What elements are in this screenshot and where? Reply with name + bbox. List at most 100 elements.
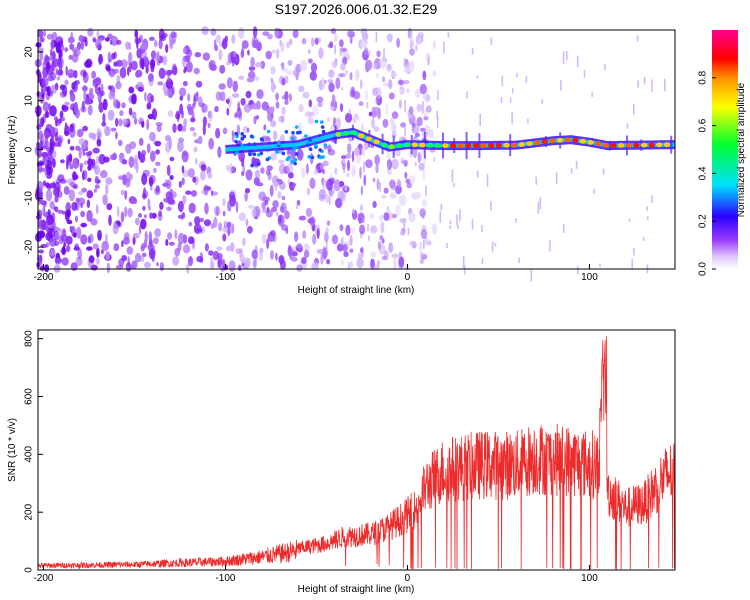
spectrogram-streak [476, 170, 479, 178]
spectrogram-noise-blob [272, 130, 278, 141]
spectrogram-noise-blob [175, 110, 181, 116]
spectrogram-noise-blob [270, 81, 276, 93]
spectrogram-noise-blob [151, 212, 157, 219]
spectrogram-noise-blob [426, 94, 431, 102]
spectrogram-noise-blob [177, 232, 185, 245]
spectrogram-noise-blob [217, 146, 222, 159]
spectrogram-noise-blob [432, 70, 437, 77]
spectrogram-noise-blob [169, 156, 175, 162]
spectrogram-noise-blob [245, 169, 253, 181]
spectrogram-noise-blob [86, 199, 91, 209]
spectrogram-noise-blob [346, 172, 350, 177]
spectrogram-noise-blob [49, 90, 53, 97]
spectrogram-noise-blob [81, 187, 88, 193]
spectrogram-noise-blob [82, 125, 88, 132]
spectrogram-noise-blob [194, 228, 203, 233]
spectrogram-noise-blob [399, 86, 405, 95]
spectrogram-noise-blob [59, 110, 64, 119]
spectrogram-ridge-peak [595, 141, 602, 147]
spectrogram-noise-blob [431, 223, 438, 235]
spectrogram-noise-blob [334, 167, 338, 176]
spectrogram-streak [443, 41, 445, 54]
spectrogram-noise-blob [302, 91, 310, 99]
spectrogram-noise-blob [386, 33, 393, 42]
spectrogram-noise-blob [190, 117, 196, 123]
spectrogram-noise-blob [61, 257, 69, 266]
spectrogram-noise-blob [311, 262, 319, 270]
spectrogram-noise-blob [213, 216, 218, 228]
spectrogram-noise-blob [363, 47, 369, 56]
spectrogram-noise-blob [144, 261, 151, 269]
spectrogram-noise-blob [96, 128, 102, 140]
spectrogram-noise-blob [419, 208, 427, 218]
spectrogram-streak [403, 58, 406, 67]
spectrogram-noise-blob [128, 173, 134, 181]
spectrogram-streak [511, 87, 514, 94]
spectrogram-streak [515, 218, 517, 223]
spectrogram-streak [422, 101, 424, 114]
spectrogram-noise-blob [254, 169, 261, 179]
spectrogram-ridge-peak [411, 142, 418, 148]
spectrogram-noise-blob [148, 174, 156, 185]
spectrogram-noise-blob [115, 117, 119, 127]
spectrogram-noise-blob [112, 91, 116, 101]
spectrogram-noise-blob [159, 201, 164, 210]
spectrogram-ridge-peak [564, 137, 571, 143]
spectrogram-onset-blob [318, 155, 323, 160]
spectrogram-noise-blob [87, 104, 93, 116]
spectrogram-noise-blob [388, 92, 395, 100]
spectrogram-noise-blob [200, 217, 204, 223]
spectrogram-noise-blob [354, 113, 358, 119]
spectrogram-noise-blob [265, 50, 272, 60]
spectrogram-noise-blob [131, 260, 138, 269]
spectrogram-noise-blob [187, 236, 195, 245]
spectrogram-noise-blob [100, 83, 104, 93]
spectrogram-noise-blob [215, 34, 222, 43]
spectrogram-noise-blob [343, 251, 349, 258]
spectrogram-noise-blob [269, 184, 274, 197]
spectrogram-noise-blob [41, 151, 49, 158]
spectrogram-streak [647, 216, 649, 220]
spectrogram-noise-blob [87, 177, 92, 182]
spectrogram-noise-blob [75, 256, 83, 267]
spectrogram-streak [425, 185, 427, 196]
spectrogram-noise-blob [316, 249, 324, 254]
spectrogram-noise-blob [113, 98, 120, 109]
spectrogram-noise-blob [154, 140, 162, 147]
spectrogram-noise-blob [279, 39, 283, 47]
spectrogram-noise-blob [350, 261, 354, 268]
spectrogram-noise-blob [204, 243, 209, 252]
spectrogram-noise-blob [50, 39, 55, 50]
spectrogram-noise-blob [248, 71, 256, 80]
spectrogram-streak [570, 168, 573, 174]
spectrogram-noise-blob [409, 39, 414, 50]
spectrogram-noise-blob [390, 117, 395, 125]
spectrogram-noise-blob [352, 91, 361, 100]
spectrogram-noise-blob [36, 124, 42, 131]
spectrogram-x-tick-label: -200 [33, 272, 53, 283]
spectrogram-noise-blob [251, 208, 257, 218]
spectrogram-noise-blob [38, 190, 44, 199]
spectrogram-noise-blob [232, 80, 238, 93]
spectrogram-noise-blob [91, 218, 95, 226]
spectrogram-noise-blob [389, 180, 397, 191]
spectrogram-noise-blob [326, 258, 331, 265]
spectrogram-noise-blob [44, 140, 48, 149]
spectrogram-streak [363, 161, 365, 173]
spectrogram-streak [375, 31, 378, 43]
spectrogram-noise-blob [321, 77, 325, 84]
spectrogram-noise-blob [271, 49, 276, 54]
spectrogram-ridge-peak [579, 138, 587, 144]
snr-y-tick-label: 400 [24, 446, 35, 463]
spectrogram-noise-blob [67, 36, 75, 44]
spectrogram-noise-blob [328, 69, 335, 78]
spectrogram-ridge-peak [465, 143, 472, 149]
spectrogram-onset-blob [252, 152, 257, 156]
spectrogram-noise-blob [252, 259, 257, 269]
spectrogram-noise-blob [218, 222, 223, 232]
spectrogram-noise-blob [37, 230, 46, 239]
spectrogram-noise-blob [39, 50, 44, 61]
spectrogram-noise-blob [379, 56, 387, 69]
spectrogram-noise-blob [121, 59, 128, 69]
spectrogram-noise-blob [375, 72, 380, 79]
